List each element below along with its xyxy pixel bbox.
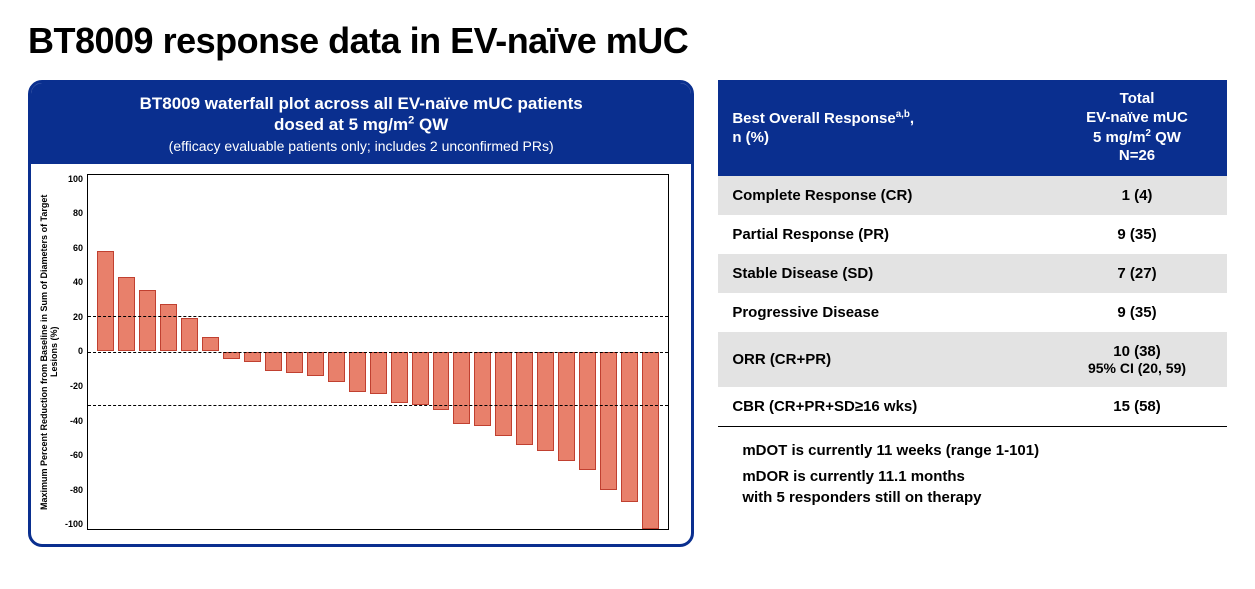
waterfall-bar: [433, 352, 450, 410]
footnotes: mDOT is currently 11 weeks (range 1-101)…: [718, 427, 1227, 508]
y-ticks: 100 80 60 40 20 0 -20 -40 -60 -80 -100: [59, 174, 87, 530]
waterfall-bar: [621, 352, 638, 502]
wf-line2-pre: dosed at 5 mg/m: [274, 115, 408, 134]
waterfall-panel: BT8009 waterfall plot across all EV-naïv…: [28, 80, 694, 547]
plot-area: [87, 174, 669, 530]
table-header-right: TotalEV-naïve mUC5 mg/m2 QWN=26: [1047, 80, 1227, 176]
table-row: CBR (CR+PR+SD≥16 wks)15 (58): [718, 387, 1227, 427]
waterfall-bar: [474, 352, 491, 426]
waterfall-bar: [97, 251, 114, 352]
waterfall-bar: [370, 352, 387, 394]
waterfall-bar: [558, 352, 575, 462]
waterfall-bar: [118, 277, 135, 351]
table-body: Complete Response (CR)1 (4)Partial Respo…: [718, 176, 1227, 427]
row-label: CBR (CR+PR+SD≥16 wks): [718, 387, 1047, 427]
waterfall-bar: [349, 352, 366, 393]
wf-line2-post: QW: [414, 115, 448, 134]
table-header-row: Best Overall Responsea,b,n (%) TotalEV-n…: [718, 80, 1227, 176]
waterfall-bar: [307, 352, 324, 377]
waterfall-header: BT8009 waterfall plot across all EV-naïv…: [31, 83, 691, 164]
chart-area: Maximum Percent Reduction from Baseline …: [31, 164, 691, 544]
waterfall-bar: [391, 352, 408, 403]
response-table: Best Overall Responsea,b,n (%) TotalEV-n…: [718, 80, 1227, 427]
waterfall-title-line2: dosed at 5 mg/m2 QW: [49, 114, 673, 135]
row-label: ORR (CR+PR): [718, 332, 1047, 387]
y-tick-label: 20: [73, 312, 83, 322]
waterfall-bar: [579, 352, 596, 471]
y-tick-label: 0: [78, 346, 83, 356]
waterfall-bar: [453, 352, 470, 425]
y-axis-label: Maximum Percent Reduction from Baseline …: [39, 174, 59, 530]
waterfall-bar: [516, 352, 533, 446]
waterfall-subtitle: (efficacy evaluable patients only; inclu…: [49, 138, 673, 154]
row-value: 9 (35): [1047, 215, 1227, 254]
row-value: 10 (38)95% CI (20, 59): [1047, 332, 1227, 387]
row-label: Partial Response (PR): [718, 215, 1047, 254]
y-tick-label: -40: [70, 416, 83, 426]
y-tick-label: 60: [73, 243, 83, 253]
table-row: ORR (CR+PR)10 (38)95% CI (20, 59): [718, 332, 1227, 387]
row-value: 15 (58): [1047, 387, 1227, 427]
row-label: Progressive Disease: [718, 293, 1047, 332]
waterfall-bar: [181, 318, 198, 352]
page-title: BT8009 response data in EV-naïve mUC: [28, 20, 1227, 62]
y-tick-label: -100: [65, 519, 83, 529]
waterfall-bar: [286, 352, 303, 373]
gridline: [88, 405, 668, 406]
waterfall-bar: [139, 290, 156, 352]
waterfall-bar: [244, 352, 261, 363]
row-value: 7 (27): [1047, 254, 1227, 293]
y-tick-label: 80: [73, 208, 83, 218]
row-label: Stable Disease (SD): [718, 254, 1047, 293]
waterfall-bar: [537, 352, 554, 451]
table-row: Partial Response (PR)9 (35): [718, 215, 1227, 254]
y-tick-label: 40: [73, 277, 83, 287]
y-tick-label: 100: [68, 174, 83, 184]
gridline: [88, 352, 668, 353]
table-row: Progressive Disease9 (35): [718, 293, 1227, 332]
gridline: [88, 316, 668, 317]
table-row: Complete Response (CR)1 (4): [718, 176, 1227, 215]
row-label: Complete Response (CR): [718, 176, 1047, 215]
row-value-sub: 95% CI (20, 59): [1061, 360, 1213, 376]
waterfall-bar: [265, 352, 282, 371]
row-value: 1 (4): [1047, 176, 1227, 215]
row-value: 9 (35): [1047, 293, 1227, 332]
waterfall-bar: [600, 352, 617, 490]
waterfall-bar: [495, 352, 512, 437]
waterfall-bar: [412, 352, 429, 405]
right-column: Best Overall Responsea,b,n (%) TotalEV-n…: [718, 80, 1227, 547]
y-tick-label: -60: [70, 450, 83, 460]
waterfall-bar: [160, 304, 177, 352]
footnote: mDOR is currently 11.1 monthswith 5 resp…: [742, 467, 1219, 508]
table-header-left: Best Overall Responsea,b,n (%): [718, 80, 1047, 176]
y-tick-label: -80: [70, 485, 83, 495]
waterfall-bar: [202, 337, 219, 351]
waterfall-bar: [642, 352, 659, 529]
waterfall-bar: [328, 352, 345, 382]
table-row: Stable Disease (SD)7 (27): [718, 254, 1227, 293]
waterfall-title-line1: BT8009 waterfall plot across all EV-naïv…: [49, 93, 673, 114]
content-row: BT8009 waterfall plot across all EV-naïv…: [28, 80, 1227, 547]
footnote: mDOT is currently 11 weeks (range 1-101): [742, 441, 1219, 461]
waterfall-bar: [223, 352, 240, 359]
y-tick-label: -20: [70, 381, 83, 391]
